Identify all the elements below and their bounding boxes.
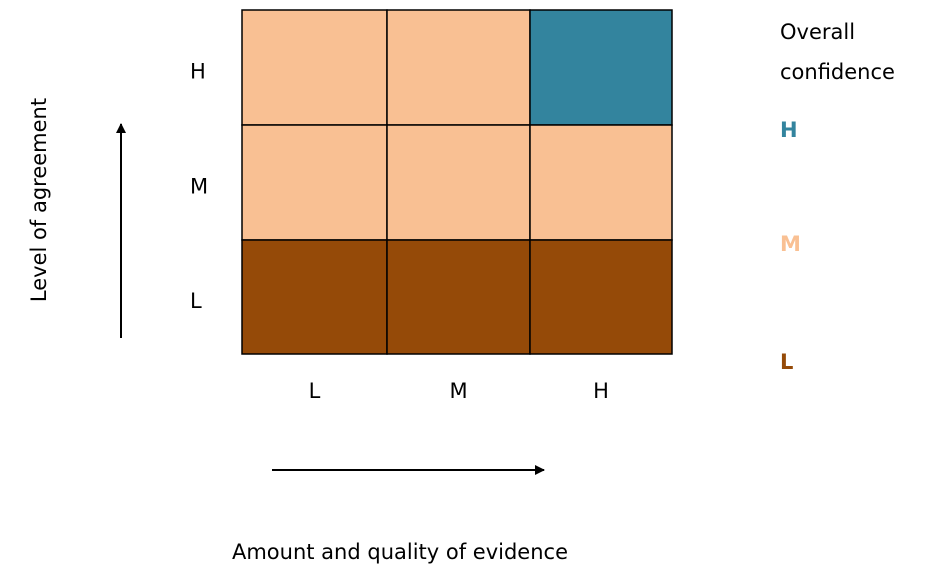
matrix bbox=[241, 9, 673, 355]
column-label: L bbox=[309, 379, 321, 403]
legend-key: H bbox=[780, 118, 798, 142]
matrix-cell bbox=[241, 124, 388, 241]
column-label: M bbox=[449, 379, 467, 403]
legend-key: L bbox=[780, 350, 793, 374]
matrix-cell bbox=[386, 9, 531, 126]
legend-key: M bbox=[780, 232, 801, 256]
row-label: L bbox=[190, 289, 202, 313]
matrix-cell bbox=[386, 124, 531, 241]
matrix-cell bbox=[529, 124, 673, 241]
matrix-cell bbox=[386, 239, 531, 355]
matrix-cell bbox=[529, 9, 673, 126]
x-axis-label: Amount and quality of evidence bbox=[232, 540, 568, 564]
matrix-cell bbox=[529, 239, 673, 355]
y-axis-label: Level of agreement bbox=[27, 98, 51, 302]
legend-title: Overall bbox=[780, 20, 855, 44]
legend-title: confidence bbox=[780, 60, 895, 84]
matrix-cell bbox=[241, 9, 388, 126]
matrix-cell bbox=[241, 239, 388, 355]
row-label: H bbox=[190, 60, 206, 84]
row-label: M bbox=[190, 175, 208, 199]
column-label: H bbox=[593, 379, 609, 403]
